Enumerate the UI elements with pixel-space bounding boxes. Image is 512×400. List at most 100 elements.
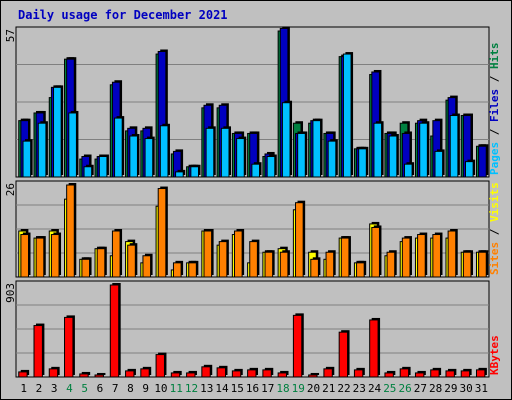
- bar-kbytes-day-9: [140, 368, 150, 378]
- x-tick-label: 5: [81, 382, 88, 395]
- x-tick-label: 15: [231, 382, 244, 395]
- x-tick-label: 12: [185, 382, 198, 395]
- legend-entry: /: [488, 222, 501, 242]
- x-tick-label: 31: [475, 382, 488, 395]
- bar-sites-day-29: [447, 230, 457, 278]
- bar-pages-day-4: [68, 112, 77, 178]
- bar-kbytes-day-14: [216, 367, 226, 378]
- bar-kbytes-day-31: [475, 369, 486, 378]
- x-tick-label: 18: [276, 382, 289, 395]
- bar-sites-day-11: [172, 262, 182, 278]
- bar-pages-day-17: [266, 156, 276, 178]
- bar-sites-day-7: [111, 230, 121, 278]
- bar-sites-day-13: [203, 230, 213, 278]
- bar-pages-day-13: [205, 127, 215, 178]
- kbytes-series-legend: KBytes: [488, 335, 501, 375]
- bar-pages-day-12: [190, 166, 199, 178]
- bar-kbytes-day-20-shadow: [310, 372, 320, 375]
- bar-pages-day-2: [37, 122, 47, 178]
- bar-sites-day-12: [188, 262, 197, 278]
- x-tick-label: 19: [292, 382, 305, 395]
- bar-kbytes-day-8: [125, 370, 135, 378]
- x-tick-label: 26: [398, 382, 411, 395]
- bar-pages-day-6: [98, 156, 108, 178]
- bar-sites-day-20: [310, 258, 319, 278]
- x-tick-label: 11: [170, 382, 183, 395]
- bar-kbytes-day-22: [338, 331, 349, 378]
- visits-sites-ymax-label: 26: [4, 183, 17, 196]
- x-tick-label: 3: [51, 382, 58, 395]
- bar-sites-day-8: [127, 244, 136, 278]
- bar-sites-day-19: [295, 202, 304, 278]
- bar-sites-day-30: [462, 251, 472, 278]
- bar-kbytes-day-7: [109, 284, 120, 378]
- bar-pages-day-21: [327, 140, 337, 178]
- bar-sites-day-16: [249, 241, 258, 278]
- legend-entry: Sites: [488, 242, 501, 275]
- bar-sites-day-18: [279, 251, 289, 278]
- chart-title: Daily usage for December 2021: [18, 8, 228, 22]
- x-tick-label: 10: [154, 382, 167, 395]
- pages-files-hits-series-legend: Pages / Files / Hits: [488, 43, 501, 176]
- bar-sites-day-1: [20, 234, 30, 278]
- bar-kbytes-day-12: [186, 372, 196, 378]
- bar-pages-day-14: [220, 127, 230, 178]
- bar-kbytes-day-13: [201, 366, 211, 378]
- x-tick-label: 16: [246, 382, 259, 395]
- x-tick-label: 1: [20, 382, 27, 395]
- bar-pages-day-16: [251, 163, 261, 178]
- x-tick-label: 14: [215, 382, 229, 395]
- bar-pages-day-19: [297, 132, 306, 178]
- x-tick-label: 2: [36, 382, 43, 395]
- bar-sites-day-3: [50, 234, 60, 278]
- legend-entry: KBytes: [488, 335, 501, 375]
- x-tick-label: 22: [337, 382, 350, 395]
- bar-sites-day-27: [417, 234, 426, 278]
- x-tick-label: 24: [368, 382, 382, 395]
- legend-entry: Visits: [488, 182, 501, 222]
- bar-kbytes-day-15: [231, 370, 242, 378]
- bar-pages-day-30: [465, 161, 474, 178]
- bar-kbytes-day-20: [308, 374, 318, 378]
- bar-pages-day-3: [53, 86, 62, 178]
- bar-sites-day-17: [264, 251, 274, 278]
- bar-pages-day-26: [403, 163, 413, 178]
- legend-entry: /: [488, 122, 501, 142]
- bar-sites-day-22: [340, 237, 350, 278]
- bar-kbytes-day-5: [79, 373, 89, 378]
- bar-sites-day-31: [478, 251, 487, 278]
- bar-pages-day-27: [419, 122, 428, 178]
- x-tick-label: 21: [322, 382, 335, 395]
- bar-pages-day-1: [22, 140, 32, 178]
- kbytes-ymax-label: 903: [4, 283, 17, 303]
- bar-pages-day-15: [236, 138, 245, 178]
- legend-entry: /: [488, 69, 501, 89]
- bar-kbytes-day-6: [94, 374, 104, 378]
- bar-kbytes-day-30: [460, 370, 471, 378]
- bar-kbytes-day-1: [18, 371, 28, 378]
- bar-sites-day-9: [142, 255, 152, 278]
- x-tick-label: 7: [112, 382, 119, 395]
- bar-pages-day-18: [281, 102, 291, 178]
- bar-kbytes-day-25: [384, 372, 394, 378]
- bar-kbytes-day-2: [33, 325, 43, 378]
- x-tick-label: 29: [444, 382, 457, 395]
- x-tick-label: 17: [261, 382, 274, 395]
- bar-pages-day-28: [434, 150, 444, 178]
- bar-pages-day-10: [159, 125, 169, 178]
- bar-pages-day-9: [144, 138, 154, 178]
- pages-files-hits-ymax-label: 57: [4, 29, 17, 42]
- bar-pages-day-8: [129, 135, 138, 178]
- legend-entry: Files: [488, 89, 501, 122]
- x-tick-label: 30: [459, 382, 472, 395]
- bar-sites-day-10: [157, 188, 167, 278]
- bar-sites-day-23: [356, 262, 365, 278]
- x-tick-label: 27: [414, 382, 427, 395]
- bar-kbytes-day-3: [48, 368, 59, 378]
- bar-kbytes-day-19: [292, 314, 303, 378]
- x-tick-label: 25: [383, 382, 396, 395]
- bar-sites-day-2: [35, 237, 45, 278]
- bar-sites-day-4: [66, 184, 75, 278]
